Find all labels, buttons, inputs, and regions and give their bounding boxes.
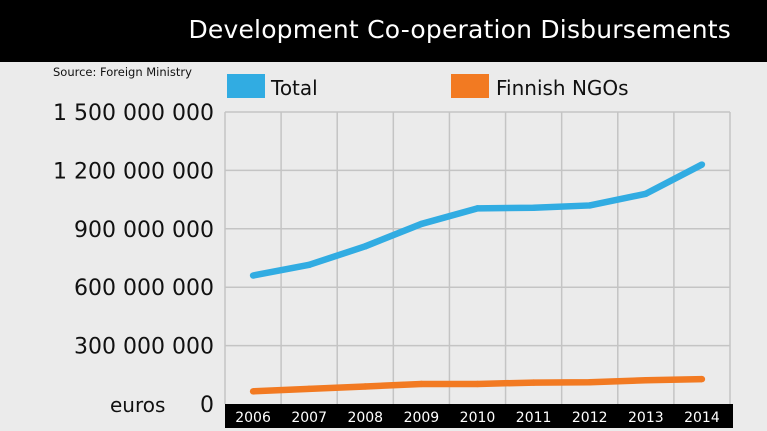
data-point-0-2009 [418,220,425,228]
legend-label-1: Finnish NGOs [496,76,629,100]
data-point-1-2009 [418,380,425,388]
x-tick-label-2013: 2013 [628,410,664,426]
grid-lines [224,111,731,404]
data-point-0-2014 [698,161,706,168]
data-point-1-2011 [530,379,537,386]
data-point-0-2008 [362,243,369,250]
data-point-0-2012 [586,202,593,209]
x-tick-label-2007: 2007 [291,410,327,426]
x-tick-label-2012: 2012 [572,410,608,426]
data-point-1-2013 [642,377,650,384]
data-point-0-2011 [530,204,537,211]
data-point-1-2007 [305,385,313,393]
y-axis-unit-label: euros [110,393,165,417]
data-point-0-2013 [642,190,650,197]
y-tick-labels: 0 300 000 000 600 000 000 900 000 000 1 200 … [53,101,214,418]
data-point-0-2007 [305,261,313,269]
legend: Total Finnish NGOs [227,74,629,100]
x-tick-label-2006: 2006 [235,410,271,426]
x-tick-label-2014: 2014 [684,410,720,426]
chart-title: Development Co-operation Disbursements [188,15,731,44]
y-tick-label-2: 600 000 000 [74,276,214,301]
x-tick-labels: 2006 2007 2008 2009 2010 2011 2012 2013 2014 [235,410,720,426]
title-bar: Development Co-operation Disbursements [0,0,767,62]
x-tick-label-2010: 2010 [460,410,496,426]
data-point-0-2006 [249,272,257,279]
y-tick-label-4: 1 200 000 000 [53,159,214,184]
x-tick-label-2008: 2008 [347,410,383,426]
y-tick-label-0: 0 [200,393,214,418]
series-line-0 [252,161,704,279]
y-tick-label-3: 900 000 000 [74,218,214,243]
data-point-1-2012 [586,378,593,386]
legend-label-0: Total [270,76,318,100]
y-tick-label-1: 300 000 000 [74,335,214,360]
y-tick-label-5: 1 500 000 000 [53,101,214,126]
x-tick-label-2011: 2011 [516,410,552,426]
data-point-1-2014 [698,375,706,383]
data-point-1-2010 [474,380,481,388]
legend-swatch-1 [451,74,489,98]
x-axis-bar [225,404,733,428]
legend-swatch-0 [227,74,265,98]
data-point-1-2008 [362,383,369,390]
data-point-0-2010 [474,205,481,212]
series-lines [249,161,706,395]
x-tick-label-2009: 2009 [404,410,440,426]
data-point-1-2006 [249,388,257,395]
source-note: Source: Foreign Ministry [53,65,192,79]
